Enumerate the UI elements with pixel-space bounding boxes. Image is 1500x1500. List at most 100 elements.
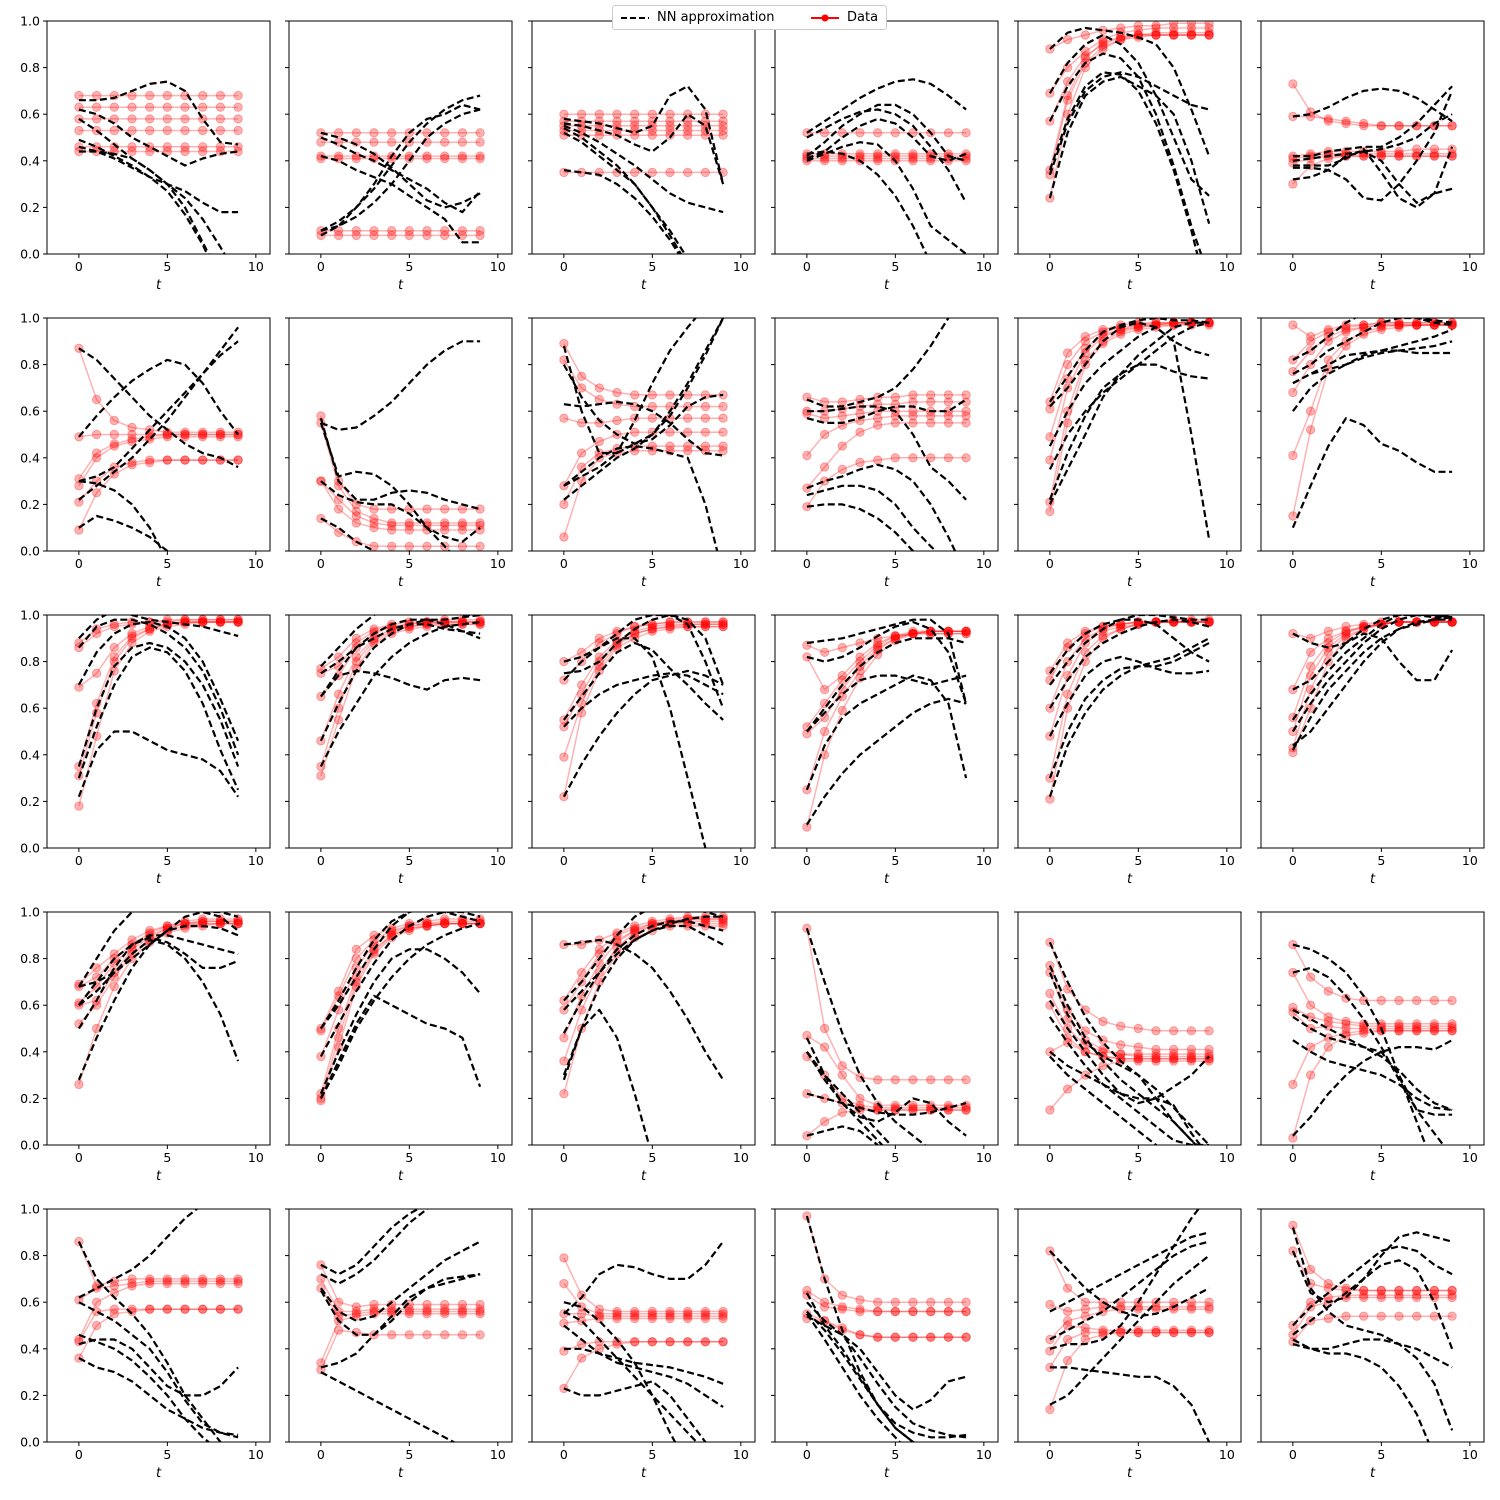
- data-point: [837, 675, 847, 685]
- data-point: [440, 504, 450, 514]
- nn-approximation-line: [806, 484, 938, 551]
- data-point: [890, 631, 900, 641]
- nn-approximation-line: [1292, 1015, 1445, 1145]
- data-point: [1359, 121, 1369, 131]
- data-series-line: [1049, 34, 1210, 199]
- nn-approximation-line: [320, 912, 481, 1030]
- y-tick-label: 1.0: [20, 14, 40, 29]
- nn-approximation-line: [806, 1301, 967, 1439]
- data-point: [683, 1337, 693, 1347]
- nn-approximation-line: [78, 618, 240, 756]
- nn-approximation-line: [563, 127, 687, 254]
- data-series-line: [563, 1257, 724, 1313]
- data-point: [351, 230, 361, 241]
- nn-approximation-line: [78, 138, 209, 254]
- data-point: [943, 390, 954, 400]
- data-point: [1341, 1016, 1351, 1027]
- data-point: [1394, 320, 1404, 330]
- data-point: [612, 1313, 622, 1324]
- data-point: [1133, 1054, 1144, 1064]
- data-point: [91, 102, 102, 112]
- data-point: [1394, 151, 1404, 161]
- nn-approximation-line: [805, 1292, 916, 1442]
- nn-approximation-line: [320, 1273, 481, 1369]
- data-point: [1412, 1285, 1422, 1296]
- x-tick-label: 10: [248, 259, 264, 274]
- nn-approximation-line: [806, 1092, 967, 1116]
- data-point: [91, 453, 102, 463]
- data-point: [1429, 1311, 1440, 1321]
- data-point: [198, 1304, 208, 1314]
- data-point: [1186, 23, 1197, 33]
- x-axis-label: t: [1127, 1466, 1133, 1481]
- data-point: [127, 628, 137, 639]
- data-point: [559, 1318, 569, 1328]
- axes-frame: [774, 317, 999, 552]
- x-tick-label: 0: [560, 1150, 568, 1165]
- data-point: [961, 406, 971, 416]
- data-point: [700, 621, 711, 632]
- data-series-line: [806, 394, 967, 403]
- data-series-line: [563, 445, 724, 505]
- data-point: [333, 151, 344, 161]
- data-point: [1098, 44, 1108, 54]
- data-point: [1288, 450, 1298, 461]
- data-point: [91, 114, 102, 124]
- data-point: [890, 453, 900, 463]
- data-point: [908, 151, 918, 161]
- data-point: [576, 1005, 587, 1015]
- plot-area: [316, 1209, 485, 1442]
- nn-approximation-line: [320, 131, 481, 209]
- data-point: [683, 1306, 693, 1317]
- data-point: [718, 121, 728, 131]
- data-series-line: [78, 1282, 239, 1340]
- data-point: [145, 457, 155, 468]
- subplot: 0 5 10 t: [528, 911, 756, 1184]
- data-point: [387, 128, 397, 138]
- data-point: [819, 429, 830, 440]
- data-point: [665, 427, 675, 437]
- data-point: [1359, 320, 1369, 330]
- data-point: [718, 413, 728, 423]
- nn-approximation-line: [320, 615, 481, 668]
- data-point: [74, 125, 84, 136]
- x-tick-label: 10: [976, 853, 992, 868]
- data-point: [647, 1337, 657, 1347]
- x-tick-label: 10: [248, 1150, 264, 1165]
- nn-approximation-line: [1292, 1259, 1454, 1350]
- x-axis-label: t: [1370, 575, 1376, 590]
- data-point: [233, 918, 243, 929]
- data-series-line: [1049, 993, 1210, 1058]
- subplot: 0 5 10 t: [285, 317, 513, 590]
- nn-approximation-line: [563, 113, 725, 185]
- data-point: [422, 1330, 432, 1340]
- x-tick-label: 10: [1219, 1447, 1235, 1462]
- plot-area: [559, 615, 728, 848]
- data-point: [1341, 626, 1351, 636]
- data-point: [819, 1023, 830, 1034]
- data-point: [612, 928, 622, 938]
- axes-frame: [1017, 317, 1242, 552]
- data-point: [837, 464, 847, 475]
- subplot: 0 5 10 t: [528, 1208, 756, 1481]
- plot-area: [559, 912, 728, 1145]
- data-point: [819, 647, 830, 657]
- data-point: [819, 397, 830, 407]
- data-point: [1394, 995, 1404, 1006]
- data-series-line: [806, 1294, 967, 1313]
- x-tick-label: 0: [75, 1447, 83, 1462]
- y-tick-label: 0.4: [20, 1341, 40, 1356]
- x-axis-label: t: [1370, 1466, 1376, 1481]
- x-axis-label: t: [641, 872, 647, 887]
- data-point: [233, 114, 243, 124]
- data-series-line: [806, 1109, 967, 1137]
- data-point: [647, 1309, 657, 1319]
- data-series-line: [78, 922, 239, 1006]
- data-point: [559, 1278, 569, 1289]
- nn-approximation-line: [78, 514, 169, 551]
- x-tick-label: 10: [976, 1150, 992, 1165]
- data-point: [1204, 1302, 1214, 1312]
- data-series-line: [1049, 1303, 1210, 1313]
- nn-approximation-line: [320, 480, 481, 543]
- data-point: [440, 230, 450, 241]
